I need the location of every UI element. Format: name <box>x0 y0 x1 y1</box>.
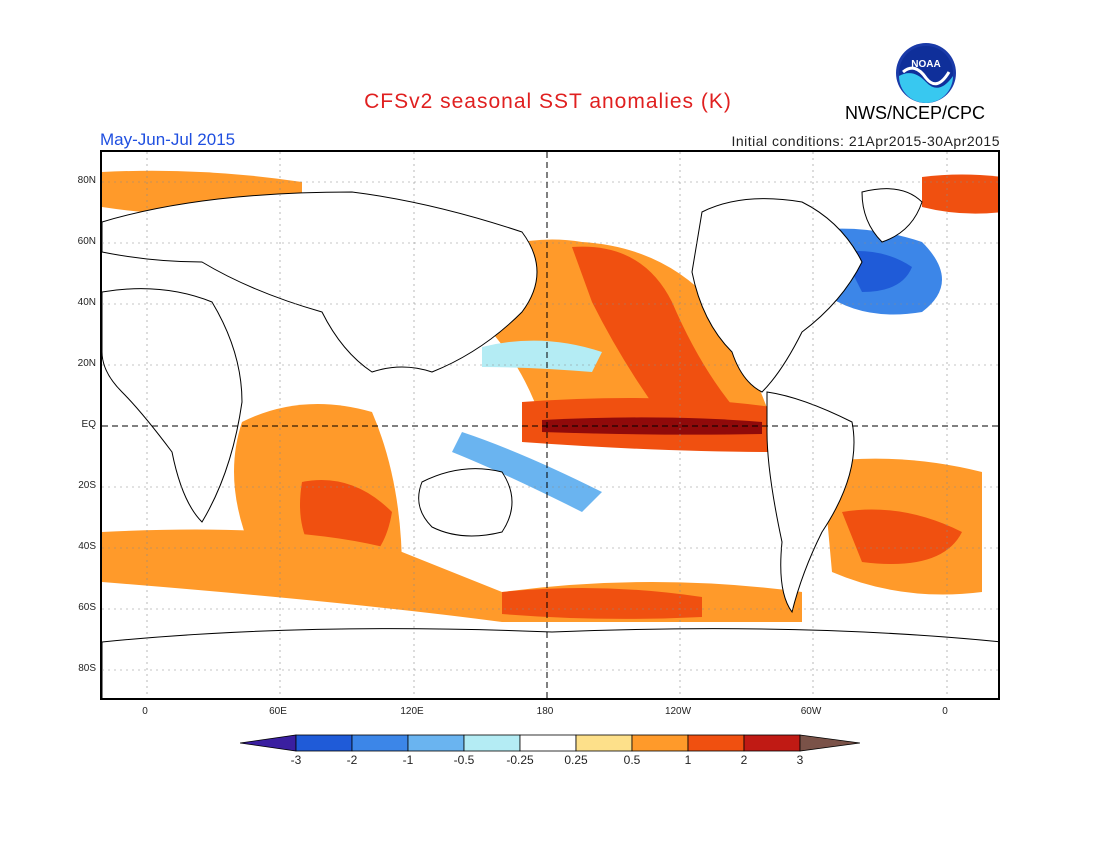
lon-label: 120W <box>664 706 692 717</box>
lon-label: 60W <box>800 706 822 717</box>
lon-label: 60E <box>269 706 287 717</box>
map-title: CFSv2 seasonal SST anomalies (K) <box>364 90 732 113</box>
west-pacific-cool-band <box>452 432 602 512</box>
colorbar-label: -0.5 <box>453 753 475 767</box>
lon-label: 0 <box>942 706 948 717</box>
colorbar-bin <box>295 734 353 752</box>
sst-anomaly-map <box>100 150 1000 700</box>
colorbar-label: 0.25 <box>564 753 588 767</box>
colorbar-label: -0.25 <box>506 753 534 767</box>
colorbar-over-arrow <box>799 734 860 752</box>
colorbar-bin <box>575 734 633 752</box>
colorbar-label: 2 <box>740 753 748 767</box>
colorbar-bin <box>743 734 801 752</box>
colorbar-label: 1 <box>684 753 692 767</box>
lat-label: EQ <box>81 419 96 430</box>
colorbar-bin <box>407 734 465 752</box>
agency-label: NWS/NCEP/CPC <box>845 103 986 123</box>
colorbar-label: -1 <box>402 753 414 767</box>
graticule <box>102 152 998 698</box>
colorbar-label: -3 <box>290 753 302 767</box>
colorbar-label: 3 <box>796 753 804 767</box>
lat-label: 20S <box>78 480 96 491</box>
continents <box>102 188 998 698</box>
lon-label: 120E <box>400 706 424 717</box>
initial-conditions: Initial conditions: 21Apr2015-30Apr2015 <box>731 133 1000 149</box>
noaa-logo: NOAA <box>896 43 956 103</box>
lat-label: 80N <box>77 175 96 186</box>
colorbar-label: 0.5 <box>623 753 641 767</box>
lat-label: 80S <box>78 663 96 674</box>
logo-text: NOAA <box>911 59 940 70</box>
colorbar-bin <box>631 734 689 752</box>
colorbar <box>240 734 860 752</box>
lat-label: 60S <box>78 602 96 613</box>
lat-label: 40N <box>77 297 96 308</box>
lon-label: 180 <box>536 706 554 717</box>
colorbar-under-arrow <box>240 734 297 752</box>
colorbar-bin <box>519 734 577 752</box>
reference-lines <box>102 152 998 698</box>
colorbar-bin <box>687 734 745 752</box>
colorbar-label: -2 <box>346 753 358 767</box>
lat-label: 20N <box>77 358 96 369</box>
forecast-period: May-Jun-Jul 2015 <box>100 130 236 149</box>
colorbar-bin <box>351 734 409 752</box>
colorbar-bin <box>463 734 521 752</box>
lat-label: 60N <box>77 236 96 247</box>
lat-label: 40S <box>78 541 96 552</box>
lon-label: 0 <box>142 706 148 717</box>
